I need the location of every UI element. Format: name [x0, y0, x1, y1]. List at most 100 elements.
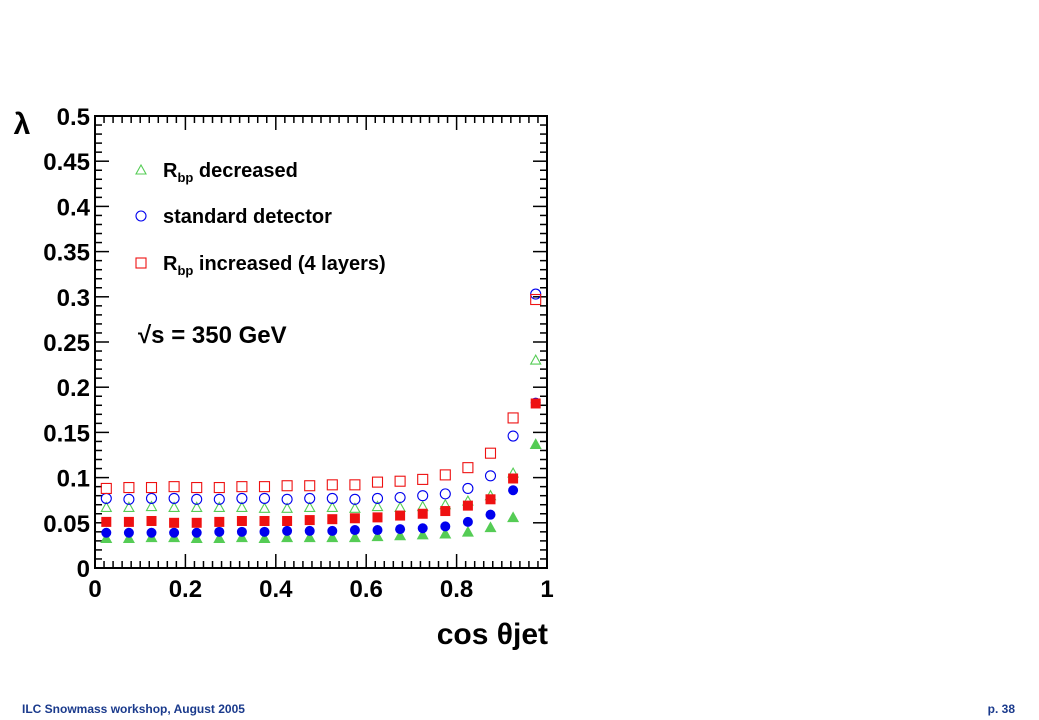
- point-filled-triangle: [507, 511, 520, 523]
- point-filled-square: [349, 513, 360, 524]
- point-filled-circle: [282, 525, 293, 536]
- point-filled-circle: [440, 521, 451, 532]
- point-filled-circle: [508, 485, 519, 496]
- point-filled-square: [236, 515, 247, 526]
- point-open-square: [417, 473, 429, 485]
- point-filled-square: [101, 516, 112, 527]
- point-filled-circle: [214, 526, 225, 537]
- point-open-circle: [371, 492, 384, 504]
- point-filled-triangle: [326, 531, 339, 543]
- point-open-square: [371, 476, 384, 488]
- point-filled-triangle: [371, 530, 384, 542]
- axis-ticks: [94, 115, 548, 569]
- point-filled-triangle: [394, 529, 407, 541]
- y-axis-title: λ: [14, 108, 31, 141]
- point-open-square: [484, 447, 497, 459]
- legend-marker: [135, 257, 147, 269]
- point-open-triangle: [348, 502, 361, 513]
- y-tick-label: 0.15: [43, 420, 90, 447]
- point-filled-square: [214, 516, 225, 527]
- point-open-circle: [326, 492, 338, 504]
- point-filled-square: [123, 516, 134, 527]
- x-tick-label: 1: [540, 576, 553, 603]
- point-open-triangle: [529, 353, 542, 365]
- point-open-triangle: [213, 501, 226, 512]
- point-open-triangle: [122, 501, 135, 512]
- point-filled-circle: [169, 527, 180, 538]
- point-open-circle: [258, 492, 271, 504]
- x-axis-title: cos θjet: [437, 618, 548, 651]
- x-tick-label: 0.2: [169, 576, 202, 603]
- point-filled-circle: [327, 525, 338, 536]
- footer-left: ILC Snowmass workshop, August 2005: [22, 702, 245, 716]
- point-open-square: [123, 481, 135, 494]
- y-tick-label: 0.05: [43, 511, 90, 538]
- y-tick-label: 0.25: [43, 330, 90, 357]
- point-open-triangle: [258, 502, 271, 513]
- point-filled-triangle: [529, 438, 542, 449]
- point-filled-square: [417, 508, 428, 519]
- point-filled-circle: [146, 527, 157, 538]
- x-tick-label: 0.8: [440, 576, 473, 603]
- point-open-square: [349, 479, 361, 491]
- legend: Rbp decreased standard detector Rbp increa…: [135, 160, 386, 278]
- point-filled-circle: [395, 524, 406, 535]
- point-open-circle: [191, 493, 203, 505]
- y-tick-label: 0.1: [57, 466, 90, 493]
- y-tick-label: 0.3: [57, 285, 90, 312]
- point-filled-circle: [462, 516, 473, 527]
- point-filled-square: [462, 500, 473, 511]
- point-filled-square: [191, 517, 202, 528]
- x-tick-labels: 0 0.2 0.4 0.6 0.8 1: [88, 576, 553, 603]
- point-filled-square: [440, 506, 451, 517]
- point-open-square: [394, 475, 406, 487]
- point-open-triangle: [303, 501, 316, 512]
- legend-label: Rbp decreased: [163, 160, 298, 185]
- point-open-circle: [145, 492, 158, 504]
- point-open-circle: [349, 493, 361, 505]
- chart-svg: 0 0.2 0.4 0.6 0.8 1 0 0.05 0.1 0.15 0.2 0.25 0.3 0.3…: [14, 104, 554, 651]
- point-filled-triangle: [461, 525, 474, 537]
- x-tick-label: 0.6: [350, 576, 383, 603]
- point-open-square: [304, 480, 316, 492]
- y-tick-labels: 0 0.05 0.1 0.15 0.2 0.25 0.3 0.35 0.4 0.45 0.5: [43, 104, 90, 583]
- point-open-circle: [168, 492, 180, 504]
- legend-marker: [135, 210, 147, 222]
- point-open-square: [326, 479, 338, 491]
- x-tick-label: 0.4: [259, 576, 293, 603]
- point-open-circle: [304, 492, 316, 504]
- point-open-square: [439, 469, 451, 481]
- point-open-triangle: [326, 501, 339, 512]
- energy-annotation: √s = 350 GeV: [138, 322, 287, 349]
- point-open-triangle: [235, 501, 248, 512]
- point-filled-circle: [191, 527, 202, 538]
- point-filled-circle: [417, 523, 428, 534]
- point-filled-circle: [236, 526, 247, 537]
- point-filled-circle: [349, 525, 360, 536]
- point-open-square: [462, 462, 474, 474]
- annotation-text: √s = 350 GeV: [138, 322, 287, 349]
- point-filled-circle: [485, 509, 496, 520]
- point-filled-triangle: [213, 532, 226, 543]
- point-filled-square: [485, 494, 496, 505]
- point-filled-square: [146, 515, 157, 526]
- y-tick-label: 0.4: [57, 194, 91, 221]
- data-markers: [100, 288, 542, 543]
- point-open-square: [258, 481, 271, 493]
- point-filled-triangle: [281, 531, 294, 543]
- y-tick-label: 0: [77, 556, 90, 583]
- point-open-circle: [507, 430, 519, 442]
- point-filled-triangle: [416, 528, 429, 540]
- y-tick-label: 0.45: [43, 149, 90, 176]
- point-filled-square: [304, 515, 315, 526]
- legend-marker: [135, 163, 147, 175]
- point-open-triangle: [145, 500, 158, 512]
- y-tick-label: 0.2: [57, 375, 90, 402]
- point-filled-square: [395, 510, 406, 521]
- point-filled-triangle: [258, 532, 271, 543]
- point-filled-circle: [123, 527, 134, 538]
- point-open-square: [168, 481, 180, 493]
- point-filled-triangle: [484, 521, 497, 533]
- point-open-circle: [281, 493, 293, 505]
- point-open-circle: [236, 492, 248, 504]
